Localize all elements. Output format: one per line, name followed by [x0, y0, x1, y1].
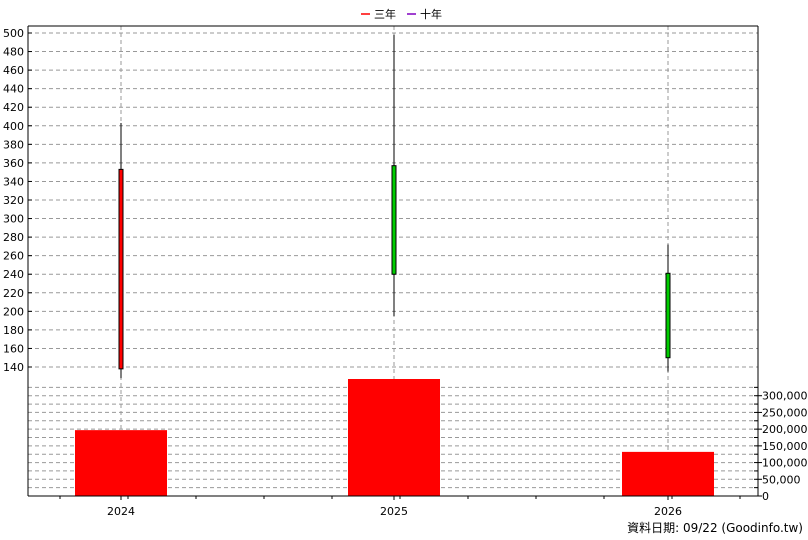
volume-tick-label: 100,000: [762, 457, 808, 470]
price-tick-label: 140: [3, 361, 24, 374]
price-tick-label: 240: [3, 268, 24, 281]
x-tick-label-2026: 2026: [654, 505, 682, 518]
price-tick-label: 480: [3, 46, 24, 59]
price-tick-label: 360: [3, 157, 24, 170]
axes: 140 160 180 200 220 240 260 280 300 320 340 360 380 4…: [3, 25, 808, 518]
legend: 三年 十年: [361, 7, 442, 21]
legend-label-0: 三年: [374, 7, 396, 21]
price-tick-label: 400: [3, 120, 24, 133]
footer-date-source: 資料日期: 09/22 (Goodinfo.tw): [627, 521, 803, 535]
price-tick-label: 340: [3, 175, 24, 188]
price-tick-label: 260: [3, 250, 24, 263]
x-tick-label-2024: 2024: [107, 505, 135, 518]
price-tick-label: 220: [3, 287, 24, 300]
volume-tick-label: 300,000: [762, 390, 808, 403]
price-tick-label: 420: [3, 101, 24, 114]
legend-label-1: 十年: [420, 7, 442, 21]
price-tick-label: 280: [3, 231, 24, 244]
volume-tick-label: 50,000: [762, 473, 801, 486]
candle-body-2025: [391, 165, 397, 275]
volume-bar-2026: [622, 451, 714, 496]
candles: [118, 34, 671, 379]
volume-bars: [75, 379, 714, 496]
volume-tick-label: 150,000: [762, 440, 808, 453]
price-tick-label: 160: [3, 342, 24, 355]
price-tick-label: 200: [3, 305, 24, 318]
price-tick-label: 380: [3, 138, 24, 151]
price-tick-label: 300: [3, 213, 24, 226]
price-tick-label: 460: [3, 64, 24, 77]
volume-bar-2024: [75, 430, 167, 496]
price-tick-label: 500: [3, 27, 24, 40]
volume-tick-label: 250,000: [762, 406, 808, 419]
volume-tick-label: 0: [762, 490, 769, 503]
volume-bar-2025: [348, 379, 440, 496]
price-tick-label: 320: [3, 194, 24, 207]
price-tick-label: 440: [3, 83, 24, 96]
price-tick-label: 180: [3, 324, 24, 337]
candle-body-2024: [118, 168, 124, 370]
x-tick-label-2025: 2025: [380, 505, 408, 518]
volume-tick-label: 200,000: [762, 423, 808, 436]
candle-body-2026: [665, 272, 671, 359]
